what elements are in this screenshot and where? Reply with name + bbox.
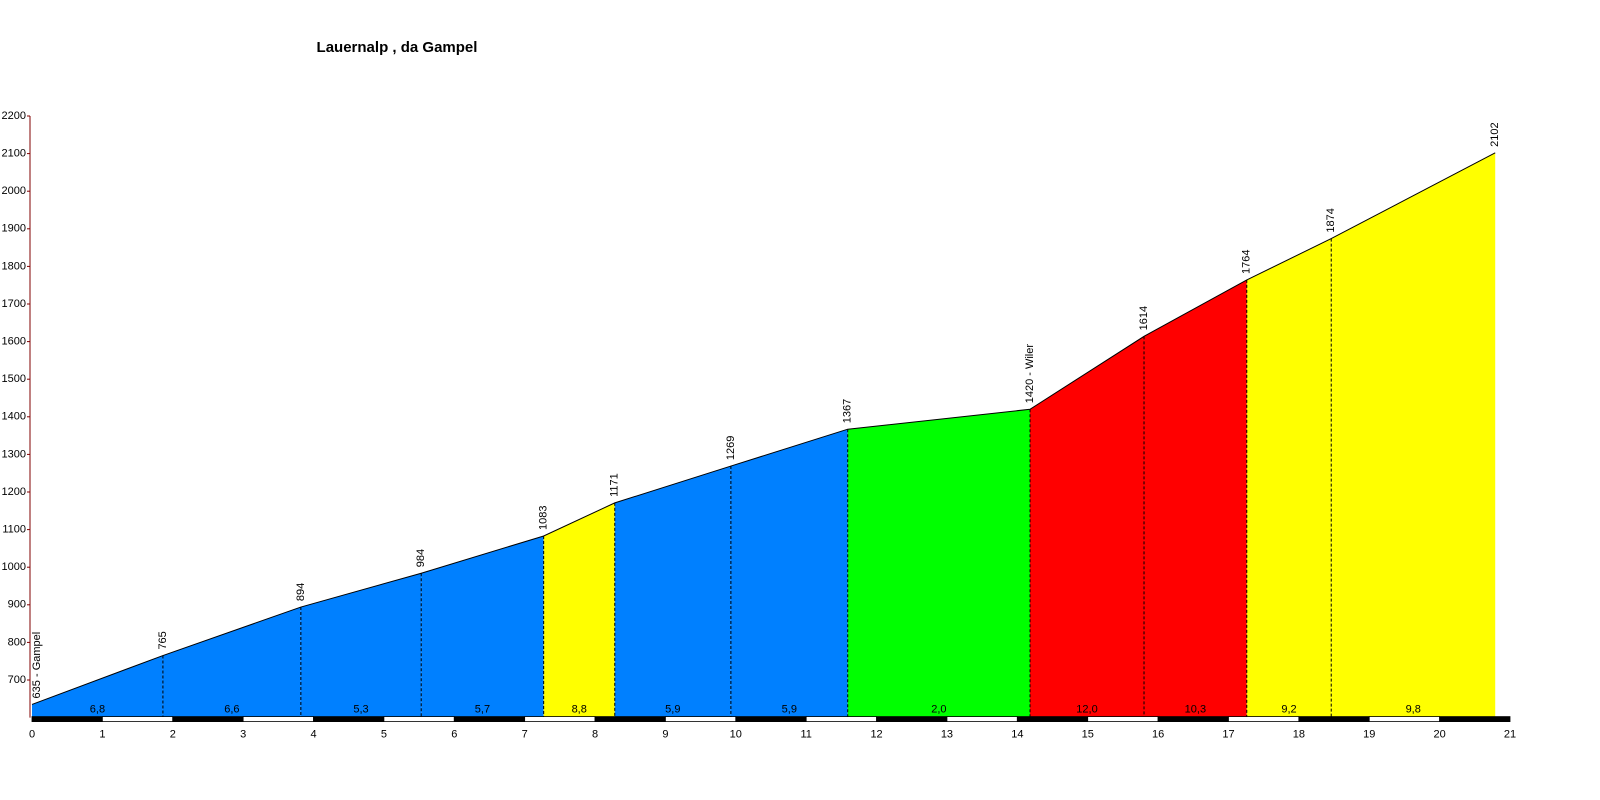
x-tick-label: 10 — [730, 729, 742, 741]
x-tick-label: 0 — [29, 729, 35, 741]
distance-stripe — [242, 716, 314, 722]
y-tick-label: 1900 — [2, 223, 26, 235]
distance-stripe — [453, 716, 526, 722]
distance-stripe — [594, 716, 666, 722]
gradient-label: 5,3 — [353, 704, 368, 716]
gradient-label: 9,2 — [1281, 704, 1296, 716]
x-tick-label: 5 — [381, 729, 387, 741]
y-tick-label: 1700 — [2, 298, 26, 310]
elevation-label: 1083 — [538, 506, 550, 530]
y-tick-label: 1800 — [2, 260, 26, 272]
elevation-label: 2102 — [1489, 122, 1501, 146]
y-tick-label: 900 — [8, 599, 26, 611]
distance-stripe — [1368, 716, 1441, 722]
x-tick-label: 11 — [800, 729, 811, 741]
y-tick-label: 1300 — [2, 448, 26, 460]
gradient-label: 12,0 — [1076, 704, 1097, 716]
x-tick-label: 3 — [240, 729, 246, 741]
distance-stripe — [1228, 716, 1300, 722]
distance-stripe — [1439, 716, 1511, 722]
y-tick-label: 2000 — [2, 185, 26, 197]
distance-stripe — [524, 716, 596, 722]
distance-stripe — [805, 716, 877, 722]
elevation-label: 894 — [295, 583, 307, 601]
segment-area — [730, 429, 848, 718]
x-tick-label: 15 — [1082, 729, 1094, 741]
elevation-label: 1367 — [842, 399, 854, 423]
segment-area — [614, 466, 731, 718]
y-tick-label: 1100 — [2, 524, 26, 536]
y-tick-label: 1200 — [2, 486, 26, 498]
x-tick-label: 21 — [1504, 729, 1516, 741]
elevation-label: 1171 — [609, 473, 621, 497]
segment-area — [162, 607, 301, 718]
x-tick-label: 20 — [1433, 729, 1445, 741]
segment-area — [421, 535, 544, 718]
elevation-label: 765 — [157, 631, 169, 649]
segment-area — [1331, 152, 1496, 718]
chart-title: Lauernalp , da Gampel — [317, 39, 478, 56]
gradient-label: 2,0 — [931, 704, 946, 716]
elevation-label: 635 - Gampel — [31, 632, 43, 699]
distance-stripe — [1087, 716, 1159, 722]
x-tick-label: 6 — [451, 729, 457, 741]
gradient-label: 8,8 — [572, 704, 587, 716]
elevation-label: 1614 — [1138, 306, 1150, 330]
distance-stripe — [665, 716, 737, 722]
y-tick-label: 2200 — [2, 110, 26, 122]
x-tick-label: 9 — [662, 729, 668, 741]
gradient-label: 9,8 — [1406, 704, 1421, 716]
x-tick-label: 7 — [522, 729, 528, 741]
distance-stripe — [1016, 716, 1089, 722]
y-tick-label: 1600 — [2, 336, 26, 348]
x-tick-label: 16 — [1152, 729, 1164, 741]
segment-area — [1144, 279, 1247, 718]
elevation-label: 1764 — [1241, 249, 1253, 273]
x-tick-label: 4 — [310, 729, 316, 741]
segment-area — [847, 409, 1031, 718]
x-tick-label: 18 — [1293, 729, 1305, 741]
distance-stripe — [31, 716, 103, 722]
elevation-label: 984 — [415, 549, 427, 567]
y-tick-label: 1000 — [2, 561, 26, 573]
segment-area — [1030, 336, 1145, 718]
x-tick-label: 13 — [941, 729, 953, 741]
x-tick-label: 19 — [1363, 729, 1375, 741]
y-tick-label: 800 — [8, 636, 26, 648]
segment-area — [1246, 238, 1332, 718]
x-tick-label: 2 — [170, 729, 176, 741]
distance-stripe — [101, 716, 174, 722]
gradient-label: 5,9 — [665, 704, 680, 716]
distance-stripe — [383, 716, 455, 722]
segment-area — [300, 573, 422, 718]
gradient-label: 10,3 — [1185, 704, 1206, 716]
distance-stripe — [735, 716, 807, 722]
segment-area — [543, 502, 615, 718]
x-tick-label: 12 — [870, 729, 882, 741]
y-tick-label: 700 — [8, 674, 26, 686]
distance-stripe — [946, 716, 1018, 722]
gradient-label: 5,7 — [475, 704, 490, 716]
x-tick-label: 8 — [592, 729, 598, 741]
gradient-label: 5,9 — [782, 704, 797, 716]
y-tick-label: 1500 — [2, 373, 26, 385]
elevation-label: 1874 — [1325, 208, 1337, 232]
x-tick-label: 1 — [99, 729, 105, 741]
elevation-label: 1269 — [725, 436, 737, 460]
segment-area — [32, 655, 163, 718]
gradient-label: 6,8 — [90, 704, 105, 716]
gradient-label: 6,6 — [224, 704, 239, 716]
distance-stripe — [313, 716, 385, 722]
distance-stripe — [172, 716, 244, 722]
x-tick-label: 14 — [1011, 729, 1023, 741]
distance-stripe — [1157, 716, 1229, 722]
distance-stripe — [876, 716, 948, 722]
x-tick-label: 17 — [1222, 729, 1234, 741]
distance-stripe — [1298, 716, 1370, 722]
y-tick-label: 1400 — [2, 411, 26, 423]
y-tick-label: 2100 — [2, 148, 26, 160]
elevation-label: 1420 - Wiler — [1024, 344, 1036, 404]
